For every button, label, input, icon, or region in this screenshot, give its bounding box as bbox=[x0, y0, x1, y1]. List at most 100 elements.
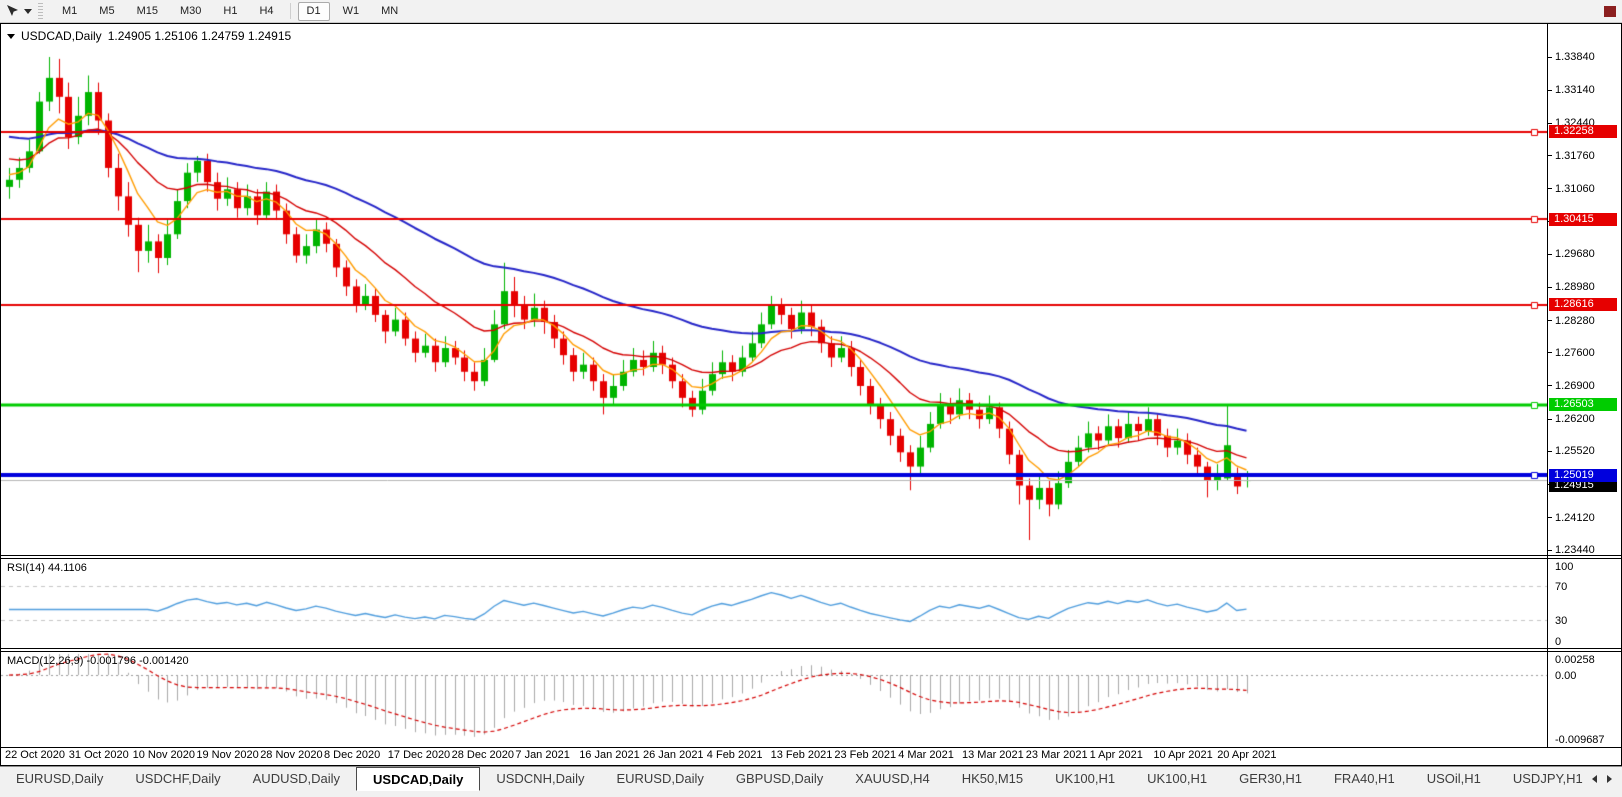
timeframe-w1[interactable]: W1 bbox=[342, 4, 360, 17]
price-tick-mark bbox=[1548, 123, 1552, 124]
price-tick-label: 1.28280 bbox=[1555, 314, 1595, 327]
macd-axis-label: -0.009687 bbox=[1555, 734, 1605, 746]
panel-separator bbox=[1, 747, 1621, 748]
chart-tabs: EURUSD,Daily USDCHF,Daily AUDUSD,Daily USDC… bbox=[0, 767, 1588, 792]
date-label: 13 Feb 2021 bbox=[770, 749, 833, 761]
price-tick-label: 1.33840 bbox=[1555, 51, 1595, 63]
price-tick-label: 1.26900 bbox=[1555, 379, 1595, 392]
rsi-axis-label: 30 bbox=[1555, 614, 1568, 627]
price-tick-label: 1.27600 bbox=[1555, 346, 1595, 359]
timeframe-h4[interactable]: H4 bbox=[259, 4, 274, 17]
timeframe-m1[interactable]: M1 bbox=[62, 4, 78, 17]
date-label: 20 Apr 2021 bbox=[1217, 749, 1277, 761]
timeframe-m5[interactable]: M5 bbox=[99, 4, 115, 17]
tab-ger30-h1[interactable]: GER30,H1 bbox=[1239, 771, 1302, 786]
price-line-label-1-25019: 1.25019 bbox=[1549, 468, 1617, 482]
price-tick-mark bbox=[1548, 352, 1552, 353]
price-tick-label: 1.24120 bbox=[1555, 511, 1595, 524]
rsi-axis-label: 100 bbox=[1555, 561, 1574, 573]
date-label: 10 Apr 2021 bbox=[1153, 749, 1213, 761]
panel-separator bbox=[1, 648, 1621, 649]
date-label: 17 Dec 2020 bbox=[387, 749, 451, 761]
price-chart-canvas[interactable] bbox=[1, 24, 1547, 555]
price-tick-label: 1.31760 bbox=[1555, 149, 1595, 162]
chart-window: USDCAD,Daily 1.24905 1.25106 1.24759 1.2… bbox=[0, 23, 1622, 766]
panel-separator bbox=[1, 555, 1621, 556]
date-label: 26 Jan 2021 bbox=[643, 749, 704, 761]
tab-usdcad-daily-active[interactable]: USDCAD,Daily bbox=[356, 767, 481, 791]
price-tick-mark bbox=[1548, 188, 1552, 189]
price-line-label-1-30415: 1.30415 bbox=[1549, 212, 1617, 226]
tab-usdchf-daily[interactable]: USDCHF,Daily bbox=[135, 771, 221, 786]
tab-uk100-h1[interactable]: UK100,H1 bbox=[1147, 771, 1208, 786]
price-tick-mark bbox=[1548, 320, 1552, 321]
date-label: 22 Oct 2020 bbox=[5, 749, 65, 761]
date-label: 8 Dec 2020 bbox=[324, 749, 381, 761]
chart-symbol: USDCAD,Daily bbox=[21, 29, 102, 43]
date-label: 13 Mar 2021 bbox=[962, 749, 1024, 761]
date-label: 10 Nov 2020 bbox=[132, 749, 195, 761]
toolbar-grip[interactable] bbox=[38, 3, 43, 19]
date-label: 23 Feb 2021 bbox=[834, 749, 897, 761]
tab-uk100-h1[interactable]: UK100,H1 bbox=[1055, 771, 1116, 786]
panel-separator bbox=[1, 651, 1621, 652]
price-tick-mark bbox=[1548, 57, 1552, 58]
cursor-dropdown-arrow-icon[interactable] bbox=[24, 8, 32, 14]
date-label: 19 Nov 2020 bbox=[196, 749, 259, 761]
tab-usdjpy-h1[interactable]: USDJPY,H1 bbox=[1512, 771, 1583, 786]
bid-price-label: 1.24915 bbox=[1549, 479, 1617, 493]
price-tick-mark bbox=[1548, 550, 1552, 551]
crosshair-cursor-icon[interactable] bbox=[2, 2, 22, 20]
tabs-scroll-right-button[interactable] bbox=[1607, 775, 1612, 783]
tab-bar: EURUSD,Daily USDCHF,Daily AUDUSD,Daily USDC… bbox=[0, 766, 1622, 797]
timeframe-mn[interactable]: MN bbox=[381, 4, 399, 17]
price-tick-mark bbox=[1548, 254, 1552, 255]
tabs-scroll-left-button[interactable] bbox=[1592, 775, 1597, 783]
rsi-canvas[interactable] bbox=[1, 559, 1547, 648]
price-tick-label: 1.29680 bbox=[1555, 248, 1595, 261]
price-axis-line bbox=[1547, 24, 1548, 747]
rsi-axis-label: 70 bbox=[1555, 580, 1568, 593]
date-label: 4 Mar 2021 bbox=[898, 749, 954, 761]
price-tick-mark bbox=[1548, 90, 1552, 91]
rsi-axis-label: 0 bbox=[1555, 636, 1562, 648]
tab-usdcnh-daily[interactable]: USDCNH,Daily bbox=[496, 771, 585, 786]
price-tick-label: 1.26200 bbox=[1555, 413, 1595, 426]
macd-axis-label: 0.00 bbox=[1555, 670, 1577, 683]
price-tick-mark bbox=[1548, 419, 1552, 420]
timeframe-buttons: M1 M5 M15 M30 H1 H4 D1 W1 MN bbox=[51, 1, 409, 21]
macd-canvas[interactable] bbox=[1, 652, 1547, 747]
date-label: 23 Mar 2021 bbox=[1025, 749, 1088, 761]
price-tick-label: 1.33140 bbox=[1555, 84, 1595, 97]
tab-eurusd-daily[interactable]: EURUSD,Daily bbox=[616, 771, 704, 786]
tab-xauusd-h4[interactable]: XAUUSD,H4 bbox=[855, 771, 930, 786]
macd-label: MACD(12,26,9) -0.001796 -0.001420 bbox=[7, 655, 189, 667]
timeframe-d1[interactable]: D1 bbox=[297, 1, 330, 21]
price-line-label-1-28616: 1.28616 bbox=[1549, 298, 1617, 312]
timeframe-m30[interactable]: M30 bbox=[179, 4, 202, 17]
tab-scroll-arrows bbox=[1588, 767, 1622, 783]
tab-fra40-h1[interactable]: FRA40,H1 bbox=[1333, 771, 1395, 786]
timeframe-h1[interactable]: H1 bbox=[223, 4, 238, 17]
symbol-dropdown-icon[interactable] bbox=[7, 33, 15, 39]
date-label: 4 Feb 2021 bbox=[706, 749, 763, 761]
tab-eurusd-daily[interactable]: EURUSD,Daily bbox=[16, 771, 104, 786]
date-label: 28 Dec 2020 bbox=[451, 749, 514, 761]
timeframe-m15[interactable]: M15 bbox=[136, 4, 158, 17]
price-tick-mark bbox=[1548, 155, 1552, 156]
price-tick-label: 1.28980 bbox=[1555, 281, 1595, 294]
price-line-label-1-26503: 1.26503 bbox=[1549, 398, 1617, 412]
toolbar-separator bbox=[289, 3, 291, 19]
chart-ohlc-quotes: 1.24905 1.25106 1.24759 1.24915 bbox=[107, 29, 292, 43]
tab-gbpusd-daily[interactable]: GBPUSD,Daily bbox=[735, 771, 824, 786]
price-tick-mark bbox=[1548, 287, 1552, 288]
tab-audusd-daily[interactable]: AUDUSD,Daily bbox=[252, 771, 341, 786]
tab-usoil-h1[interactable]: USOil,H1 bbox=[1426, 771, 1481, 786]
macd-axis-label: 0.00258 bbox=[1555, 654, 1595, 666]
date-label: 7 Jan 2021 bbox=[515, 749, 570, 761]
tab-hk50-m15[interactable]: HK50,M15 bbox=[961, 771, 1024, 786]
price-tick-mark bbox=[1548, 451, 1552, 452]
chart-title: USDCAD,Daily 1.24905 1.25106 1.24759 1.2… bbox=[7, 29, 291, 43]
date-label: 28 Nov 2020 bbox=[260, 749, 323, 761]
